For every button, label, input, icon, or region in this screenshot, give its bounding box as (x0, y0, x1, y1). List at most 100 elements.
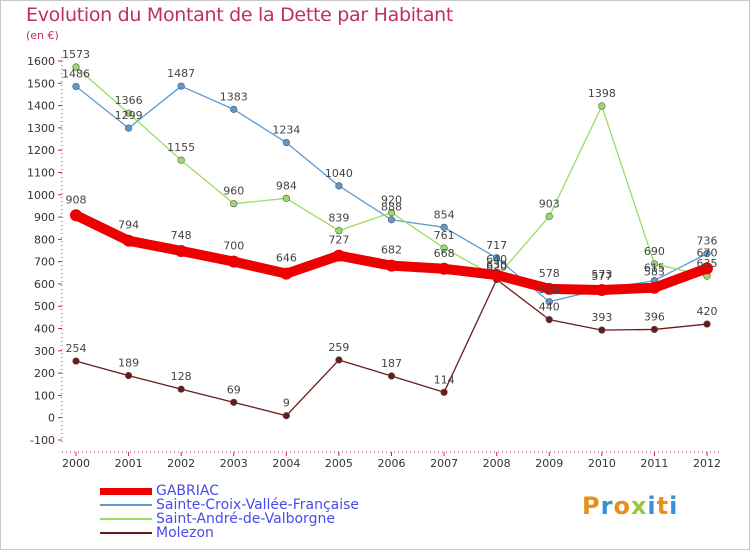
data-label-saint-andre-de-valborgne: 960 (223, 185, 244, 198)
y-tick-label: 1100 (27, 166, 55, 179)
logo-letter: P (582, 492, 601, 520)
data-label-gabriac: 670 (697, 246, 718, 259)
data-label-molezon: 9 (283, 397, 290, 410)
data-point-gabriac (648, 281, 661, 294)
axes: -100 0 100 200 300 400 500 600 700 800 900 1000 1100… (27, 55, 722, 470)
data-point-sainte-croix-vallee-francaise (282, 138, 290, 147)
data-point-molezon (72, 357, 80, 365)
data-point-gabriac (438, 262, 451, 275)
y-tick-label: 100 (34, 389, 55, 402)
logo-letter: i (647, 492, 657, 520)
value-labels: 254 189 128 69 9 259 187 114 620 440 393 396 420 1486… (62, 48, 718, 410)
legend-item-gabriac: GABRIAC (100, 484, 359, 498)
data-label-molezon: 187 (381, 357, 402, 370)
data-point-gabriac (543, 282, 556, 295)
y-tick-label: -100 (30, 434, 55, 447)
data-label-saint-andre-de-valborgne: 1155 (167, 141, 195, 154)
legend-swatch-gabriac (100, 487, 152, 495)
data-point-gabriac (701, 262, 713, 275)
legend-label-sainte-croix: Sainte-Croix-Vallée-Française (156, 497, 360, 513)
data-label-molezon: 420 (697, 305, 718, 318)
legend-swatch-sainte-croix (100, 504, 152, 506)
data-label-molezon: 440 (539, 301, 560, 314)
data-label-sainte-croix-vallee-francaise: 1486 (62, 67, 90, 80)
data-point-molezon (650, 325, 659, 334)
x-tick-label: 2000 (62, 457, 90, 470)
data-point-molezon (124, 371, 133, 380)
data-label-saint-andre-de-valborgne: 1366 (115, 94, 143, 107)
logo-letter: x (630, 492, 648, 520)
data-label-molezon: 128 (171, 370, 192, 383)
data-label-gabriac: 794 (118, 219, 139, 232)
y-tick-label: 1600 (27, 55, 55, 68)
x-tick-label: 2010 (588, 457, 616, 470)
legend: GABRIAC Sainte-Croix-Vallée-Française Sa… (100, 484, 359, 540)
x-tick-label: 2012 (693, 457, 721, 470)
data-label-sainte-croix-vallee-francaise: 736 (697, 235, 718, 248)
data-label-gabriac: 583 (644, 266, 665, 279)
data-label-molezon: 69 (227, 383, 241, 396)
y-tick-label: 400 (34, 323, 55, 336)
data-point-sainte-croix-vallee-francaise (335, 182, 343, 190)
data-label-saint-andre-de-valborgne: 630 (486, 258, 507, 271)
y-tick-label: 1000 (27, 189, 55, 202)
data-label-gabriac: 908 (66, 193, 87, 206)
data-point-molezon (282, 412, 290, 420)
data-label-sainte-croix-vallee-francaise: 1234 (272, 124, 300, 137)
data-point-molezon (440, 388, 448, 396)
data-label-molezon: 259 (328, 341, 349, 354)
y-tick-label: 1200 (27, 144, 55, 157)
data-label-molezon: 189 (118, 357, 139, 370)
y-tick-label: 900 (34, 211, 55, 224)
data-label-sainte-croix-vallee-francaise: 1383 (220, 90, 248, 103)
x-tick-label: 2007 (430, 457, 458, 470)
unit-label: (en €) (26, 29, 59, 42)
x-tick-label: 2011 (640, 457, 668, 470)
y-tick-label: 600 (34, 278, 55, 291)
data-point-molezon (335, 356, 343, 364)
x-tick-label: 2005 (325, 457, 353, 470)
data-point-gabriac (122, 234, 135, 247)
data-label-molezon: 254 (66, 342, 87, 355)
data-label-sainte-croix-vallee-francaise: 854 (434, 208, 455, 221)
series-line-molezon (75, 278, 708, 417)
data-label-gabriac: 668 (434, 247, 455, 260)
legend-swatch-saint-andre (100, 518, 152, 520)
data-label-sainte-croix-vallee-francaise: 1299 (115, 109, 143, 122)
data-label-gabriac: 573 (591, 268, 612, 281)
y-tick-label: 800 (34, 233, 55, 246)
y-tick-label: 300 (34, 345, 55, 358)
x-tick-label: 2004 (272, 457, 300, 470)
data-point-gabriac (280, 267, 293, 280)
data-point-molezon (545, 316, 553, 324)
data-point-sainte-croix-vallee-francaise (177, 82, 185, 90)
data-point-saint-andre-de-valborgne (177, 156, 185, 164)
data-point-sainte-croix-vallee-francaise (440, 223, 448, 231)
data-label-saint-andre-de-valborgne: 761 (434, 229, 455, 242)
data-label-molezon: 396 (644, 310, 665, 323)
logo-letter: o (613, 492, 631, 520)
data-point-molezon (177, 385, 185, 393)
y-tick-label: 0 (48, 412, 55, 425)
data-label-saint-andre-de-valborgne: 984 (276, 179, 297, 192)
data-label-sainte-croix-vallee-francaise: 1040 (325, 167, 353, 180)
data-label-gabriac: 727 (328, 234, 349, 247)
x-tick-label: 2009 (535, 457, 563, 470)
data-label-sainte-croix-vallee-francaise: 1487 (167, 67, 195, 80)
data-label-saint-andre-de-valborgne: 903 (539, 197, 560, 210)
data-label-gabriac: 682 (381, 244, 402, 257)
chart-title: Evolution du Montant de la Dette par Hab… (26, 4, 454, 26)
data-point-gabriac (175, 244, 188, 257)
data-point-sainte-croix-vallee-francaise (387, 216, 396, 224)
legend-label-gabriac: GABRIAC (156, 483, 219, 499)
x-tick-label: 2001 (115, 457, 143, 470)
data-point-gabriac (332, 249, 345, 262)
series-lines (70, 63, 713, 420)
data-point-saint-andre-de-valborgne (387, 209, 396, 217)
data-point-sainte-croix-vallee-francaise (72, 82, 80, 91)
data-label-saint-andre-de-valborgne: 690 (644, 245, 665, 258)
y-tick-label: 1300 (27, 122, 55, 135)
data-label-saint-andre-de-valborgne: 920 (381, 194, 402, 207)
data-point-gabriac (227, 255, 240, 268)
data-label-sainte-croix-vallee-francaise: 888 (381, 201, 402, 214)
